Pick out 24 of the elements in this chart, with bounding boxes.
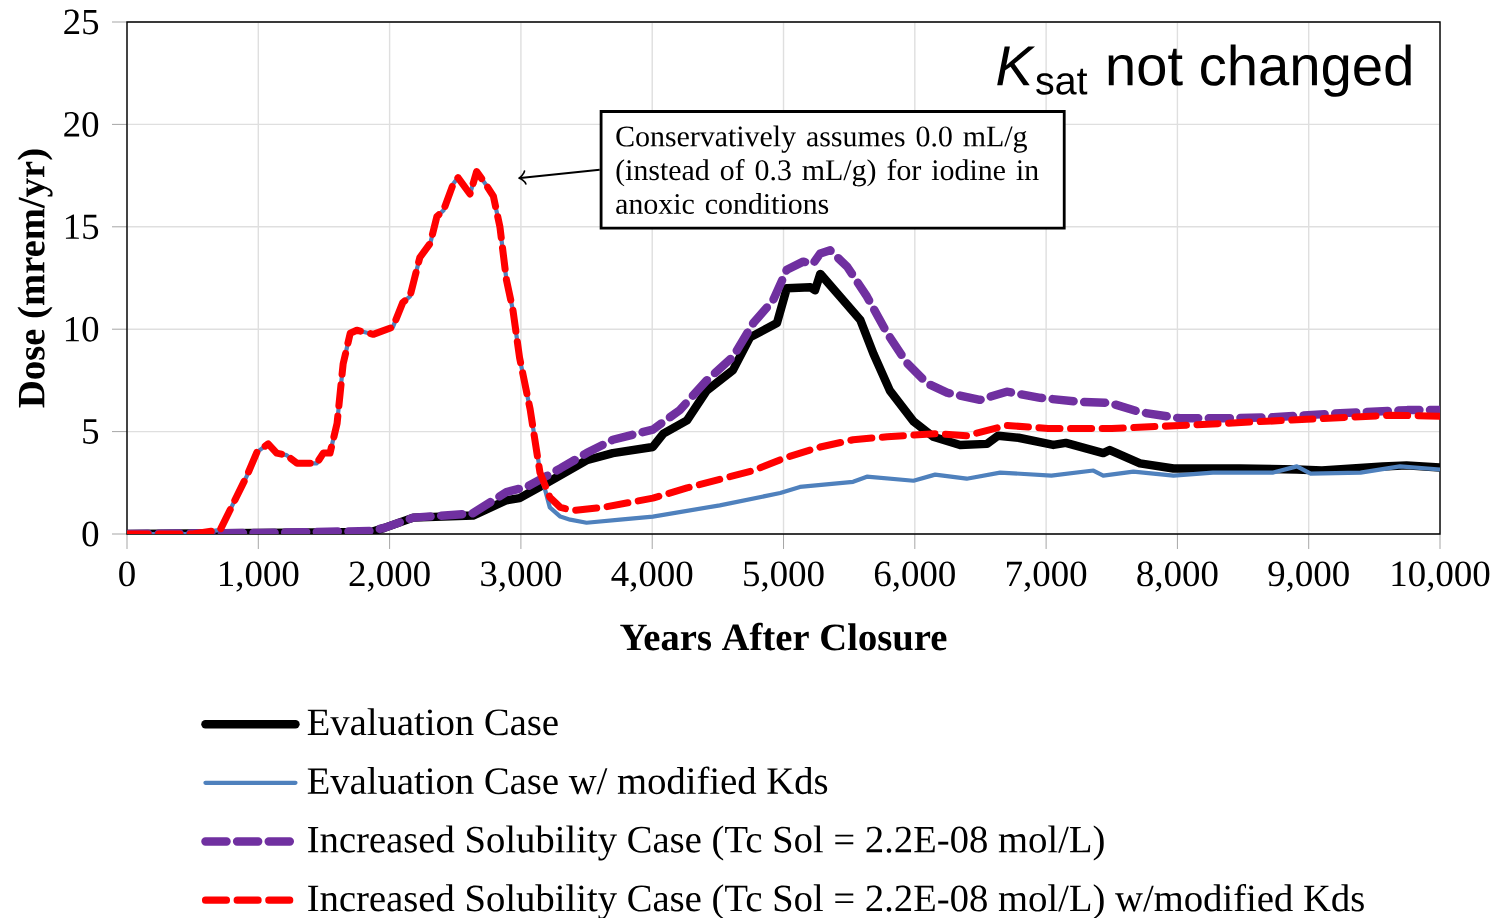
y-tick-label: 15: [65, 214, 99, 240]
x-tick-label: 10,000: [1392, 561, 1490, 592]
y-tick-label: 10: [65, 316, 99, 342]
x-tick-label: 0: [119, 561, 135, 587]
y-axis-title: Dose (mrem/yr): [17, 149, 53, 408]
y-tick-label: 0: [82, 521, 99, 547]
x-tick-label: 1,000: [220, 561, 299, 592]
y-tick-label: 25: [64, 9, 99, 35]
x-tick-label: 5,000: [744, 561, 824, 592]
x-tick-label: 6,000: [874, 561, 955, 592]
annotation: Conservatively assumes 0.0 mL/g (instead of 0.3 mL/g) for iodine in anoxic conditions: [616, 125, 1039, 215]
x-tick-label: 4,000: [611, 561, 693, 592]
x-tick-label: 9,000: [1268, 561, 1349, 592]
x-tick-label: 2,000: [349, 561, 430, 592]
y-tick-label: 5: [83, 419, 99, 444]
legend-label: Increased Solubility Case (Tc Sol = 2.2E-08 mol/L): [308, 825, 1104, 861]
annotation: K$_{sat}$ not changed: [997, 44, 1411, 97]
x-tick-label: 8,000: [1137, 561, 1218, 592]
legend-label: Evaluation Case w/ modified Kds: [307, 766, 828, 795]
y-tick-label: 20: [64, 111, 99, 137]
legend-label: Evaluation Case: [307, 708, 558, 736]
x-tick-label: 7,000: [1007, 561, 1087, 592]
x-tick-label: 3,000: [481, 561, 561, 592]
x-axis-title: Years After Closure: [620, 622, 947, 651]
